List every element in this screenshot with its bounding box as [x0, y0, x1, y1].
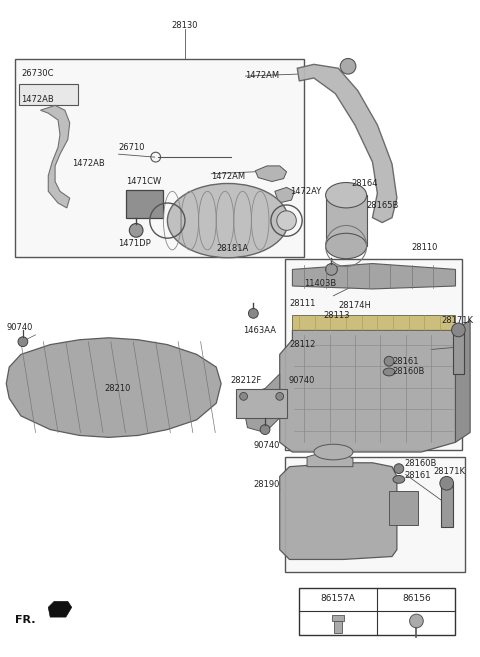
Text: 28165B: 28165B [367, 201, 399, 210]
Circle shape [340, 58, 356, 74]
Ellipse shape [314, 444, 353, 460]
Polygon shape [275, 187, 294, 203]
Polygon shape [255, 166, 287, 181]
Text: 1472AY: 1472AY [290, 187, 322, 196]
Bar [325, 195, 367, 246]
Text: 28171K: 28171K [433, 467, 465, 476]
Circle shape [18, 337, 28, 346]
Bar [335, 621, 342, 633]
Polygon shape [48, 601, 72, 617]
Text: 1472AB: 1472AB [21, 95, 54, 104]
Circle shape [249, 309, 258, 318]
Text: 28174H: 28174H [338, 301, 371, 309]
Bar [441, 484, 453, 527]
Text: 28161: 28161 [392, 357, 419, 367]
Ellipse shape [168, 183, 288, 258]
Bar [15, 59, 304, 257]
Text: 90740: 90740 [6, 323, 33, 332]
Bar [236, 388, 287, 418]
Circle shape [384, 356, 394, 366]
Text: 1471CW: 1471CW [126, 177, 162, 187]
Text: 1472AM: 1472AM [211, 172, 245, 181]
Text: 28171K: 28171K [442, 316, 474, 325]
Ellipse shape [325, 183, 367, 208]
Polygon shape [243, 374, 280, 432]
Bar [333, 615, 344, 621]
Polygon shape [280, 330, 456, 452]
Bar [285, 259, 462, 450]
Polygon shape [40, 105, 70, 208]
Bar [285, 457, 465, 572]
Text: 28181A: 28181A [216, 244, 249, 253]
Text: 1472AM: 1472AM [246, 71, 280, 80]
Circle shape [260, 424, 270, 434]
Ellipse shape [325, 233, 367, 259]
Text: 28164: 28164 [351, 179, 377, 189]
Text: 1471DP: 1471DP [119, 239, 151, 248]
Circle shape [440, 476, 454, 490]
Circle shape [276, 392, 284, 400]
Text: 28130: 28130 [172, 22, 198, 30]
Bar [389, 491, 419, 526]
Text: 28161: 28161 [405, 471, 431, 480]
Ellipse shape [383, 368, 395, 376]
Circle shape [277, 211, 296, 231]
Text: 28113: 28113 [324, 311, 350, 321]
Circle shape [409, 614, 423, 628]
FancyArrowPatch shape [54, 605, 68, 615]
Circle shape [325, 263, 337, 275]
Text: 28212F: 28212F [231, 376, 262, 384]
Bar [126, 191, 164, 217]
Text: 28190: 28190 [253, 480, 280, 489]
Bar [19, 84, 78, 105]
Circle shape [129, 223, 143, 237]
Ellipse shape [393, 476, 405, 484]
Text: 28210: 28210 [104, 384, 130, 393]
Text: 90740: 90740 [253, 442, 280, 450]
Text: 11403B: 11403B [304, 279, 336, 288]
Text: 1472AB: 1472AB [72, 160, 105, 168]
Text: 28112: 28112 [289, 340, 316, 349]
Circle shape [452, 323, 465, 337]
Circle shape [240, 392, 248, 400]
Text: 26710: 26710 [119, 143, 145, 152]
Polygon shape [280, 463, 397, 560]
Text: 90740: 90740 [288, 376, 315, 384]
Text: 28110: 28110 [411, 243, 438, 252]
Polygon shape [292, 315, 456, 330]
Bar [453, 330, 464, 374]
Polygon shape [292, 263, 456, 289]
Circle shape [394, 464, 404, 474]
Text: 28160B: 28160B [405, 459, 437, 468]
Polygon shape [6, 338, 221, 438]
Polygon shape [297, 64, 397, 223]
Text: 1463AA: 1463AA [243, 326, 276, 335]
Text: 26730C: 26730C [21, 69, 53, 78]
Text: 28160B: 28160B [392, 367, 424, 376]
Bar [299, 588, 456, 635]
Polygon shape [456, 320, 470, 442]
Text: 86157A: 86157A [321, 594, 356, 602]
Text: FR.: FR. [15, 615, 36, 625]
Text: 28111: 28111 [289, 299, 316, 307]
Text: 86156: 86156 [402, 594, 431, 602]
Polygon shape [307, 452, 353, 466]
